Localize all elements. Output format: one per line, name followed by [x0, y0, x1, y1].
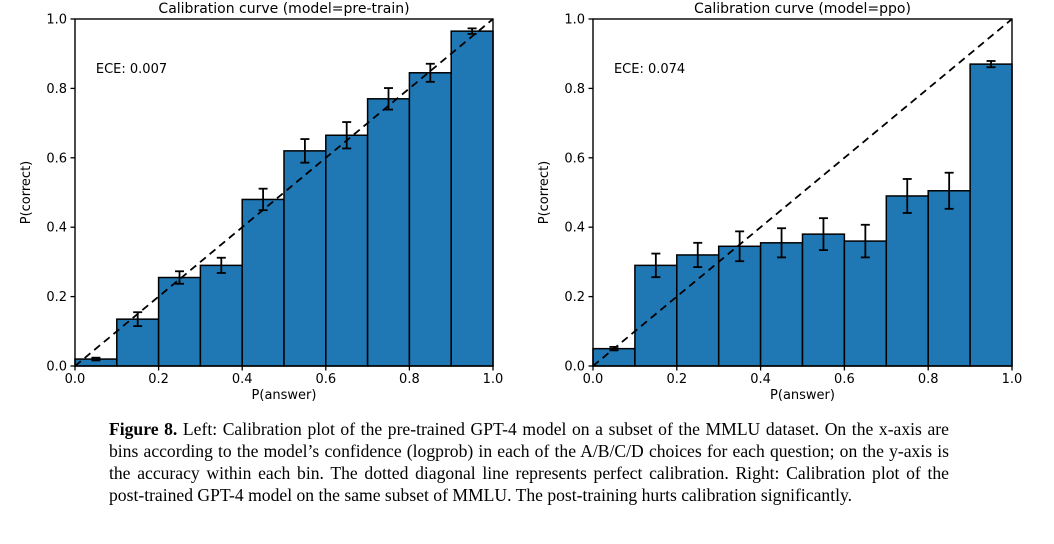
bar [885, 195, 929, 367]
bar [717, 245, 762, 367]
bar [634, 264, 678, 367]
figure-caption-text: Left: Calibration plot of the pre-traine… [109, 419, 949, 505]
diagonal-reference-line [74, 18, 494, 367]
y-tick-label: 0.8 [46, 82, 67, 97]
y-tick-label: 0.8 [564, 82, 585, 97]
x-axis-label: P(answer) [252, 388, 317, 403]
x-tick-label: 0.6 [315, 372, 336, 387]
calibration-chart-ppo-svg: 0.00.0 0.2 0.2 0.4 0.4 0.6 0.6 0.8 0.8 1.0 1.0 Cali… [537, 1, 1023, 403]
bar [759, 242, 804, 367]
y-tick-label: 0.6 [564, 151, 585, 166]
x-tick-label: 0.8 [399, 372, 420, 387]
bar [408, 72, 452, 367]
bar [969, 63, 1013, 367]
calibration-charts-row: 0.0 0.0 0.2 0.2 0.4 0.4 0.6 0.6 0.8 0.8 1.0 1.0 Cali… [0, 0, 1054, 412]
figure-caption: Figure 8. Left: Calibration plot of the … [109, 418, 949, 506]
y-tick-label: 0.4 [564, 221, 585, 236]
plot-frame [592, 18, 1013, 367]
bar [927, 190, 971, 367]
y-tick-label: 0.0 [46, 360, 67, 375]
x-axis-label: P(answer) [770, 388, 835, 403]
plot-frame [74, 18, 494, 367]
bar [676, 254, 720, 367]
ece-annotation: ECE: 0.007 [96, 62, 167, 77]
y-tick-label: 0.2 [46, 290, 67, 305]
bar [325, 134, 369, 367]
x-tick-label: 0.0 [65, 372, 86, 387]
x-tick-label: 0.6 [834, 372, 855, 387]
chart-title: Calibration curve (model=pre-train) [158, 1, 409, 17]
bar [283, 150, 327, 367]
bar [801, 233, 846, 367]
diagonal-reference-line [592, 18, 1013, 367]
calibration-chart-ppo: 0.0 0.0 0.2 0.2 0.4 0.4 0.6 0.6 0.8 0.8 1.0 1.0 Cali… [527, 0, 1054, 412]
calibration-chart-pretrain: 0.0 0.0 0.2 0.2 0.4 0.4 0.6 0.6 0.8 0.8 1.0 1.0 Cali… [0, 0, 527, 412]
bar [450, 30, 494, 367]
bar [241, 198, 285, 367]
x-tick-label: 0.2 [666, 372, 687, 387]
x-tick-label: 0.2 [148, 372, 169, 387]
x-tick-label: 1.0 [1002, 372, 1023, 387]
y-tick-label: 1.0 [564, 13, 585, 28]
x-tick-label: 0.8 [918, 372, 939, 387]
y-tick-label: 0.4 [46, 221, 67, 236]
bar [843, 240, 888, 367]
y-axis-label: P(correct) [19, 161, 34, 225]
bar [199, 264, 243, 367]
bar [366, 98, 411, 367]
y-tick-label: 0.0 [564, 360, 585, 375]
x-tick-label: 0.4 [750, 372, 771, 387]
x-tick-label: 0.0 [583, 372, 604, 387]
y-tick-label: 1.0 [46, 13, 67, 28]
y-tick-label: 0.6 [46, 151, 67, 166]
figure-caption-label: Figure 8. [109, 419, 178, 439]
ece-annotation: ECE: 0.074 [614, 62, 685, 77]
x-tick-label: 1.0 [483, 372, 504, 387]
calibration-chart-pretrain-svg: 0.00.0 0.2 0.2 0.4 0.4 0.6 0.6 0.8 0.8 1.0 1.0 Cali… [19, 1, 504, 403]
y-axis-label: P(correct) [537, 161, 552, 225]
x-tick-label: 0.4 [232, 372, 253, 387]
y-tick-label: 0.2 [564, 290, 585, 305]
chart-title: Calibration curve (model=ppo) [694, 1, 911, 17]
